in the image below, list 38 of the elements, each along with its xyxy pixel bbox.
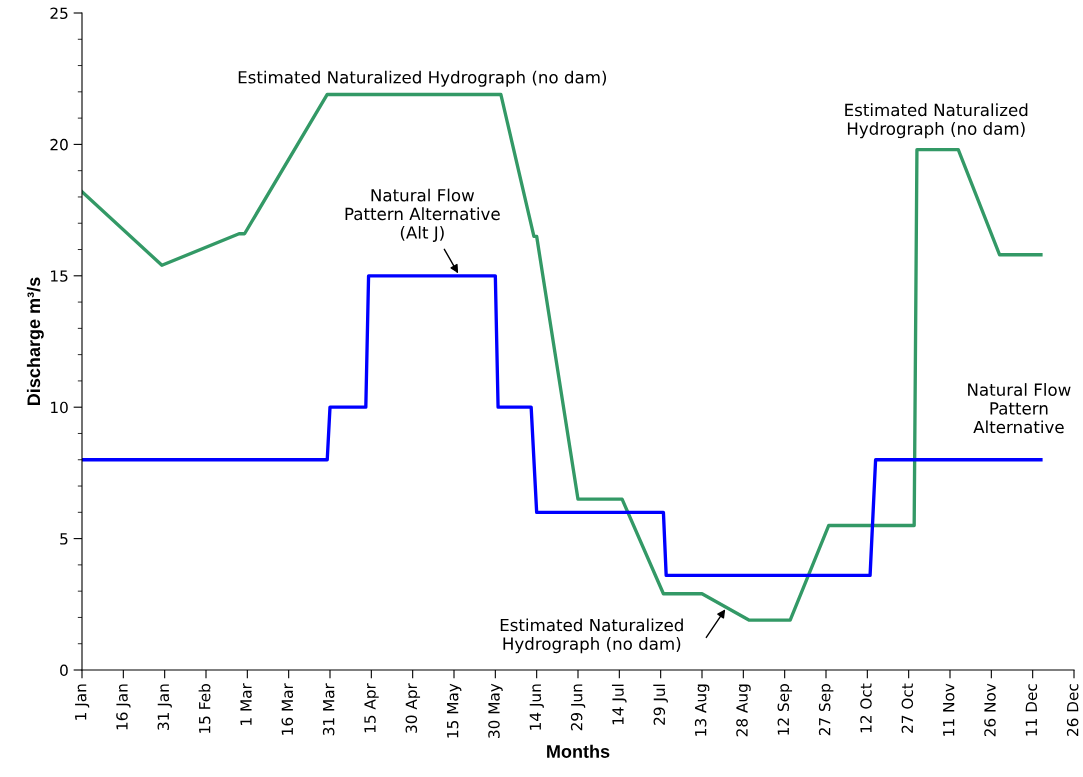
x-tick-label: 27 Sep (818, 684, 834, 736)
annotation: Estimated Naturalized Hydrograph (no dam) (500, 618, 683, 654)
y-tick-label: 10 (51, 401, 68, 414)
x-tick-label: 15 Apr (364, 683, 379, 733)
y-tick-label: 5 (60, 533, 68, 545)
x-tick-label: 28 Aug (736, 684, 751, 737)
series-label: Natural Flow Pattern Alternative (968, 383, 1071, 434)
x-tick-label: 27 Oct (901, 683, 914, 733)
x-tick-label: 16 Jan (116, 684, 131, 730)
x-tick-label: 12 Oct (860, 683, 872, 733)
y-axis-title: Discharge m³/s (26, 277, 44, 406)
x-tick-label: 29 Jun (570, 684, 586, 731)
x-tick-label: 11 Nov (943, 683, 955, 736)
x-tick-label: 31 Jan (157, 684, 172, 730)
x-tick-label: 12 Sep (777, 684, 793, 735)
x-tick-label: 31 Mar (322, 683, 335, 736)
x-tick-label: 15 May (447, 683, 462, 738)
y-tick-label: 20 (50, 138, 68, 151)
y-tick-label: 0 (60, 664, 68, 677)
annotation: Estimated Naturalized Hydrograph (no dam) (845, 103, 1028, 139)
y-tick-label: 25 (50, 7, 68, 20)
x-tick-label: 13 Aug (694, 684, 710, 736)
x-axis-title: Months (547, 744, 610, 758)
x-tick-label: 14 Jun (529, 684, 544, 730)
x-tick-label: 16 Mar (281, 683, 294, 735)
x-tick-label: 15 Feb (198, 684, 211, 733)
x-tick-label: 11 Dec (1025, 684, 1038, 736)
series-label: Estimated Naturalized Hydrograph (no dam) (238, 70, 607, 87)
x-tick-label: 26 Nov (984, 683, 996, 737)
annotation: Natural Flow Pattern Alternative (Alt J) (345, 188, 500, 242)
x-tick-label: 1 Jan (75, 684, 90, 720)
x-tick-label: 30 May (488, 683, 503, 738)
x-tick-label: 26 Dec (1066, 684, 1079, 736)
x-tick-label: 1 Mar (240, 683, 252, 725)
x-tick-label: 14 Jul (611, 684, 627, 725)
y-tick-label: 15 (51, 270, 68, 282)
x-tick-label: 30 Apr (405, 683, 421, 733)
x-tick-label: 29 Jul (653, 684, 668, 725)
